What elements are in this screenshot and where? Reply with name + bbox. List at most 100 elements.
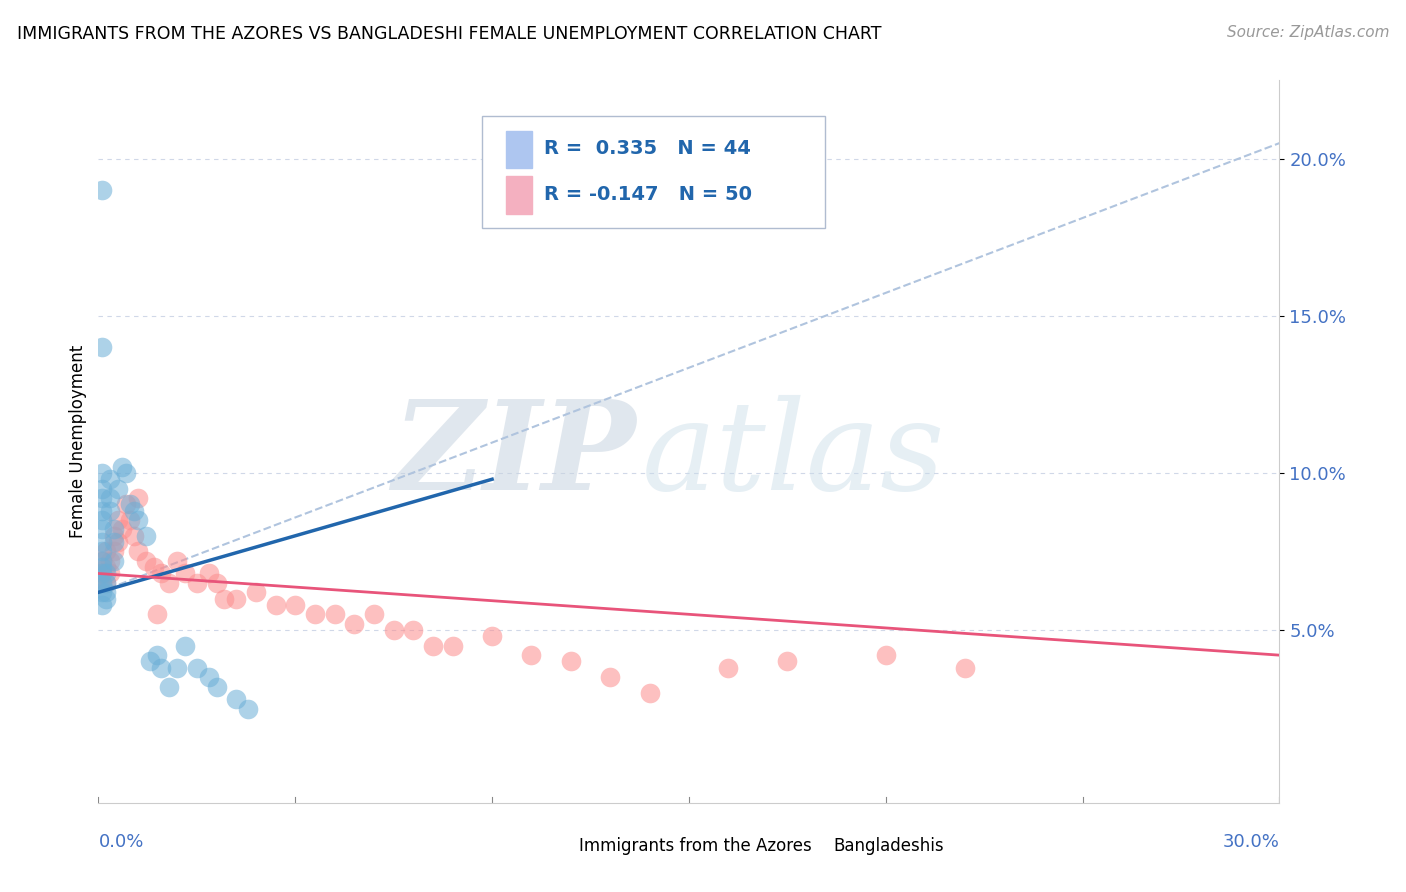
Point — [157, 680, 180, 694]
Point — [382, 623, 405, 637]
Point — [135, 554, 157, 568]
Point — [166, 661, 188, 675]
Point — [953, 661, 976, 675]
Point — [91, 585, 114, 599]
Point — [96, 575, 118, 590]
Point — [127, 491, 149, 505]
Bar — [506, 131, 531, 169]
Point — [91, 575, 114, 590]
Point — [197, 670, 219, 684]
Point — [107, 513, 129, 527]
Point — [103, 529, 125, 543]
Point — [422, 639, 444, 653]
Point — [146, 648, 169, 662]
Point — [91, 523, 114, 537]
Point — [717, 661, 740, 675]
Point — [638, 686, 661, 700]
Point — [118, 513, 141, 527]
Point — [197, 566, 219, 581]
Point — [236, 701, 259, 715]
Point — [214, 591, 236, 606]
Point — [481, 629, 503, 643]
Point — [205, 575, 228, 590]
Point — [98, 503, 121, 517]
Text: ZIP: ZIP — [392, 395, 636, 516]
Point — [343, 616, 366, 631]
Text: Source: ZipAtlas.com: Source: ZipAtlas.com — [1226, 25, 1389, 40]
Point — [875, 648, 897, 662]
Point — [284, 598, 307, 612]
Point — [91, 482, 114, 496]
Point — [115, 497, 138, 511]
Point — [91, 560, 114, 574]
Point — [91, 598, 114, 612]
Point — [96, 575, 118, 590]
Point — [91, 340, 114, 354]
Point — [150, 566, 173, 581]
Point — [91, 513, 114, 527]
Point — [91, 566, 114, 581]
Bar — [547, 836, 571, 856]
Text: atlas: atlas — [641, 395, 945, 516]
Point — [186, 575, 208, 590]
Point — [363, 607, 385, 622]
Point — [111, 459, 134, 474]
Point — [91, 466, 114, 480]
Point — [91, 575, 114, 590]
Point — [150, 661, 173, 675]
Point — [98, 491, 121, 505]
Point — [127, 513, 149, 527]
Point — [560, 655, 582, 669]
Point — [91, 544, 114, 558]
Point — [157, 575, 180, 590]
Point — [599, 670, 621, 684]
Point — [91, 491, 114, 505]
Point — [103, 523, 125, 537]
Point — [98, 554, 121, 568]
Text: Immigrants from the Azores: Immigrants from the Azores — [579, 838, 811, 855]
Point — [323, 607, 346, 622]
Point — [115, 466, 138, 480]
Point — [98, 472, 121, 486]
Point — [520, 648, 543, 662]
Text: R =  0.335   N = 44: R = 0.335 N = 44 — [544, 139, 751, 159]
Text: Bangladeshis: Bangladeshis — [832, 838, 943, 855]
Point — [91, 535, 114, 549]
Point — [142, 560, 165, 574]
Point — [146, 607, 169, 622]
Point — [225, 591, 247, 606]
Point — [103, 544, 125, 558]
Text: R = -0.147   N = 50: R = -0.147 N = 50 — [544, 185, 752, 204]
Point — [186, 661, 208, 675]
Point — [135, 529, 157, 543]
Point — [96, 560, 118, 574]
Point — [96, 591, 118, 606]
Point — [138, 655, 160, 669]
Point — [304, 607, 326, 622]
Point — [107, 482, 129, 496]
Point — [91, 566, 114, 581]
Point — [91, 503, 114, 517]
Point — [96, 585, 118, 599]
Point — [225, 692, 247, 706]
Point — [103, 554, 125, 568]
Bar — [801, 836, 825, 856]
Point — [245, 585, 267, 599]
Point — [118, 497, 141, 511]
Point — [103, 535, 125, 549]
Text: IMMIGRANTS FROM THE AZORES VS BANGLADESHI FEMALE UNEMPLOYMENT CORRELATION CHART: IMMIGRANTS FROM THE AZORES VS BANGLADESH… — [17, 25, 882, 43]
Point — [91, 554, 114, 568]
Y-axis label: Female Unemployment: Female Unemployment — [69, 345, 87, 538]
Point — [111, 523, 134, 537]
Point — [205, 680, 228, 694]
Text: 30.0%: 30.0% — [1223, 833, 1279, 851]
Point — [98, 566, 121, 581]
Point — [122, 529, 145, 543]
Point — [91, 183, 114, 197]
Point — [107, 535, 129, 549]
Point — [127, 544, 149, 558]
Point — [166, 554, 188, 568]
Point — [402, 623, 425, 637]
Bar — [506, 177, 531, 214]
Point — [91, 554, 114, 568]
